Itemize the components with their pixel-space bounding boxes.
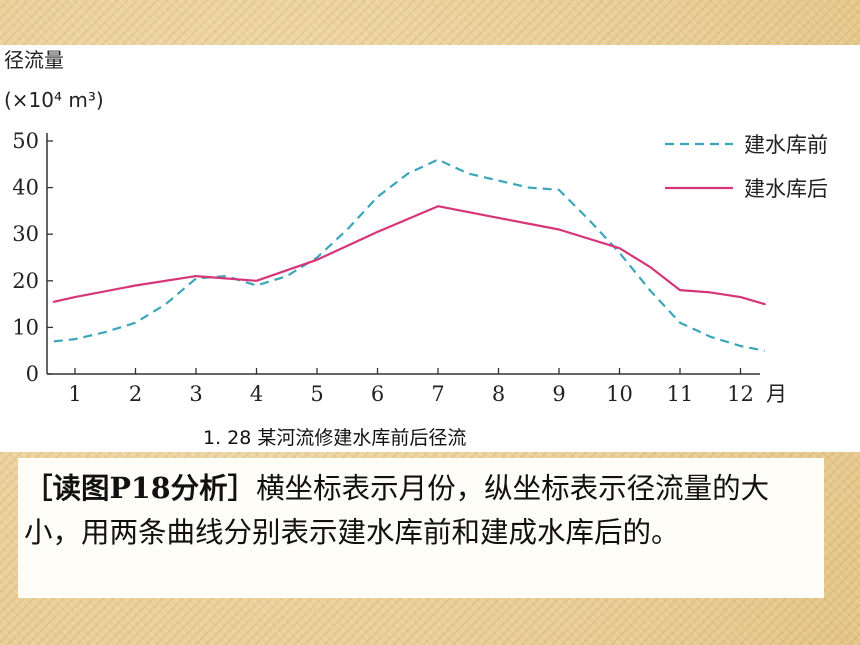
x-tick-label: 5 bbox=[310, 382, 323, 406]
axes bbox=[46, 133, 760, 375]
explanation-body: 横坐标表示月份，纵坐标表示径流量的大小，用两条曲线分别表示建水库前和建成水库后的… bbox=[24, 472, 770, 549]
y-tick-label: 10 bbox=[12, 315, 39, 339]
explanation-lead: ［读图P18分析］ bbox=[24, 471, 257, 505]
x-axis-unit: 月 bbox=[766, 382, 787, 406]
x-tick-label: 11 bbox=[667, 382, 694, 406]
x-tick-label: 10 bbox=[606, 382, 633, 406]
y-tick-label: 40 bbox=[12, 176, 39, 200]
chart-caption: 1. 28 某河流修建水库前后径流 bbox=[203, 427, 466, 449]
legend-label-2: 建水库后 bbox=[744, 177, 828, 201]
explanation-text-box: ［读图P18分析］横坐标表示月份，纵坐标表示径流量的大小，用两条曲线分别表示建水… bbox=[18, 458, 824, 598]
x-tick-label: 2 bbox=[129, 382, 142, 406]
y-tick-label: 20 bbox=[12, 269, 39, 293]
series-line-2 bbox=[52, 205, 766, 306]
x-tick-label: 12 bbox=[727, 382, 754, 406]
y-axis-unit: (×10⁴ m³) bbox=[4, 88, 104, 112]
y-tick-label: 0 bbox=[26, 362, 39, 386]
x-tick-label: 7 bbox=[431, 382, 444, 406]
y-tick-label: 50 bbox=[12, 129, 39, 153]
y-tick-labels: 0 10 20 30 40 50 bbox=[12, 129, 39, 386]
legend-label-1: 建水库前 bbox=[744, 133, 828, 157]
x-tick-label: 3 bbox=[189, 382, 202, 406]
series-line-1 bbox=[53, 158, 765, 352]
x-tick-label: 8 bbox=[492, 382, 505, 406]
y-axis-title: 径流量 bbox=[4, 48, 64, 72]
x-tick-labels: 1 2 3 4 5 6 7 8 9 10 11 12 bbox=[68, 382, 754, 406]
x-tick-label: 6 bbox=[371, 382, 384, 406]
x-tick-label: 4 bbox=[250, 382, 263, 406]
x-tick-label: 1 bbox=[68, 382, 81, 406]
series-layer bbox=[52, 158, 766, 352]
x-tick-label: 9 bbox=[552, 382, 565, 406]
y-tick-label: 30 bbox=[12, 222, 39, 246]
chart-panel: 径流量 (×10⁴ m³) 0 10 20 30 40 50 1 2 3 4 5 6 7 8 9 10 11 1… bbox=[0, 45, 860, 452]
